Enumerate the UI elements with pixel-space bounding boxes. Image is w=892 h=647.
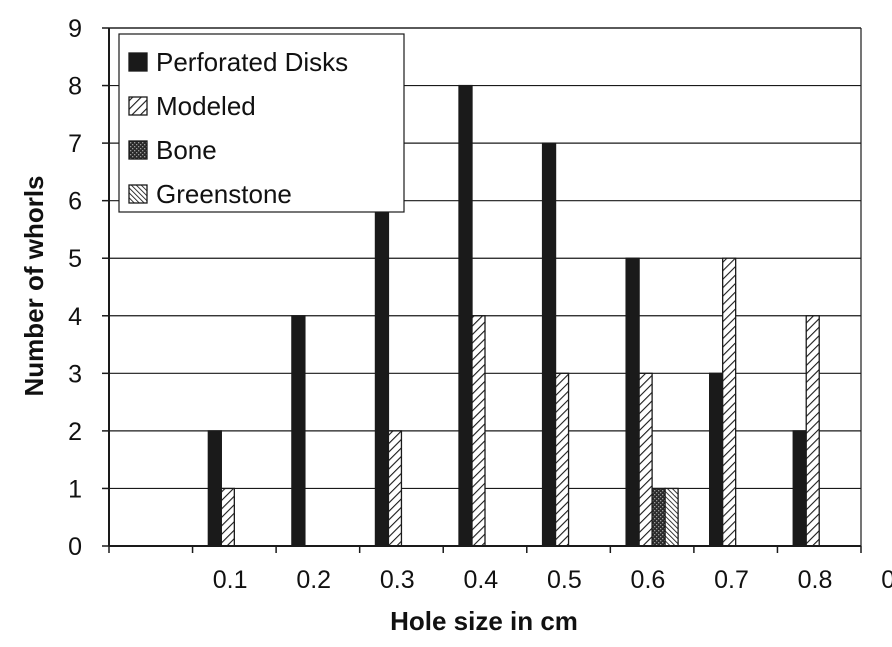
bar-modeled-0.9 bbox=[805, 315, 820, 547]
bar-modeled-0.7 bbox=[638, 372, 653, 547]
x-tick-label: 0.6 bbox=[631, 566, 666, 594]
y-tick-label: 9 bbox=[68, 15, 82, 43]
bar-perforated-disks-0.9 bbox=[792, 430, 807, 547]
bar-perforated-disks-0.5 bbox=[458, 84, 473, 547]
legend-label-modeled: Modeled bbox=[156, 91, 256, 121]
y-tick-label: 1 bbox=[68, 475, 82, 503]
x-tick-label: 0.2 bbox=[296, 566, 331, 594]
bar-greenstone-0.7 bbox=[664, 487, 679, 547]
bar-modeled-0.6 bbox=[554, 372, 570, 547]
y-tick-label: 5 bbox=[68, 245, 82, 273]
legend-label-greenstone: Greenstone bbox=[156, 179, 292, 209]
y-tick-label: 3 bbox=[68, 360, 82, 388]
x-tick-label: 0.5 bbox=[547, 566, 582, 594]
y-tick-label: 7 bbox=[68, 130, 82, 158]
x-tick-labels: 0.1 0.2 0.3 0.4 0.5 0.6 0.7 0.8 0.9 bbox=[213, 566, 892, 594]
bar-modeled-0.8 bbox=[722, 257, 737, 547]
legend-box bbox=[118, 33, 405, 213]
bar-modeled-0.4 bbox=[387, 430, 403, 547]
x-tick-label: 0.7 bbox=[714, 566, 749, 594]
y-tick-label: 6 bbox=[68, 188, 82, 216]
bar-perforated-disks-0.2 bbox=[207, 430, 222, 547]
legend-swatch-bone bbox=[128, 140, 148, 160]
axes bbox=[102, 27, 862, 553]
y-axis-title: Number of whorls bbox=[19, 175, 49, 396]
x-axis-title: Hole size in cm bbox=[390, 606, 578, 636]
y-tick-label: 2 bbox=[68, 418, 82, 446]
bar-modeled-0.2 bbox=[220, 487, 235, 547]
x-tick-label: 0.4 bbox=[463, 566, 498, 594]
y-tick-label: 0 bbox=[68, 533, 82, 561]
x-tick-label: 0.9 bbox=[881, 566, 892, 594]
bar-perforated-disks-0.7 bbox=[625, 257, 640, 547]
legend-swatch-greenstone bbox=[128, 184, 148, 204]
y-tick-label: 4 bbox=[68, 303, 82, 331]
bar-perforated-disks-0.3 bbox=[291, 315, 306, 547]
bar-perforated-disks-0.6 bbox=[541, 142, 557, 547]
legend-label-bone: Bone bbox=[156, 135, 217, 165]
legend: Perforated Disks Modeled Bone Greenstone bbox=[118, 33, 405, 213]
legend-swatch-perforated-disks bbox=[128, 52, 148, 72]
legend-swatch-modeled bbox=[128, 96, 148, 116]
bar-bone-0.7 bbox=[651, 487, 666, 547]
x-tick-label: 0.8 bbox=[798, 566, 833, 594]
bar-perforated-disks-0.8 bbox=[709, 372, 724, 547]
x-tick-label: 0.3 bbox=[380, 566, 415, 594]
y-tick-labels: 0 1 2 3 4 5 6 7 8 9 bbox=[68, 15, 82, 561]
legend-label-perforated-disks: Perforated Disks bbox=[156, 47, 348, 77]
bar-modeled-0.5 bbox=[471, 315, 486, 547]
y-tick-label: 8 bbox=[68, 73, 82, 101]
x-tick-label: 0.1 bbox=[213, 566, 248, 594]
